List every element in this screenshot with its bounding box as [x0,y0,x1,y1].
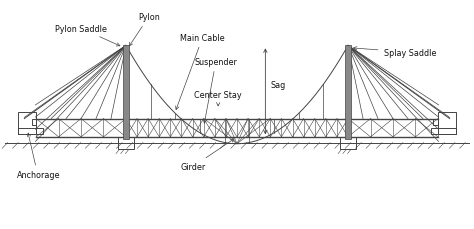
Text: Pylon Saddle: Pylon Saddle [55,25,120,47]
Bar [32,119,36,126]
Text: Main Cable: Main Cable [176,34,225,110]
Bar [340,137,356,150]
Bar [431,128,456,134]
Text: Girder: Girder [180,139,234,171]
Text: Suspender: Suspender [194,58,237,124]
Text: Pylon: Pylon [129,13,160,47]
Bar [123,46,129,139]
Bar [118,137,134,150]
Text: Center Stay: Center Stay [194,91,242,106]
Text: Sag: Sag [270,81,285,90]
Bar [433,119,438,126]
Bar [438,113,456,134]
Bar [18,113,36,134]
Text: Anchorage: Anchorage [17,170,61,179]
Bar [345,46,351,139]
Text: Splay Saddle: Splay Saddle [354,47,436,57]
Bar [18,128,43,134]
